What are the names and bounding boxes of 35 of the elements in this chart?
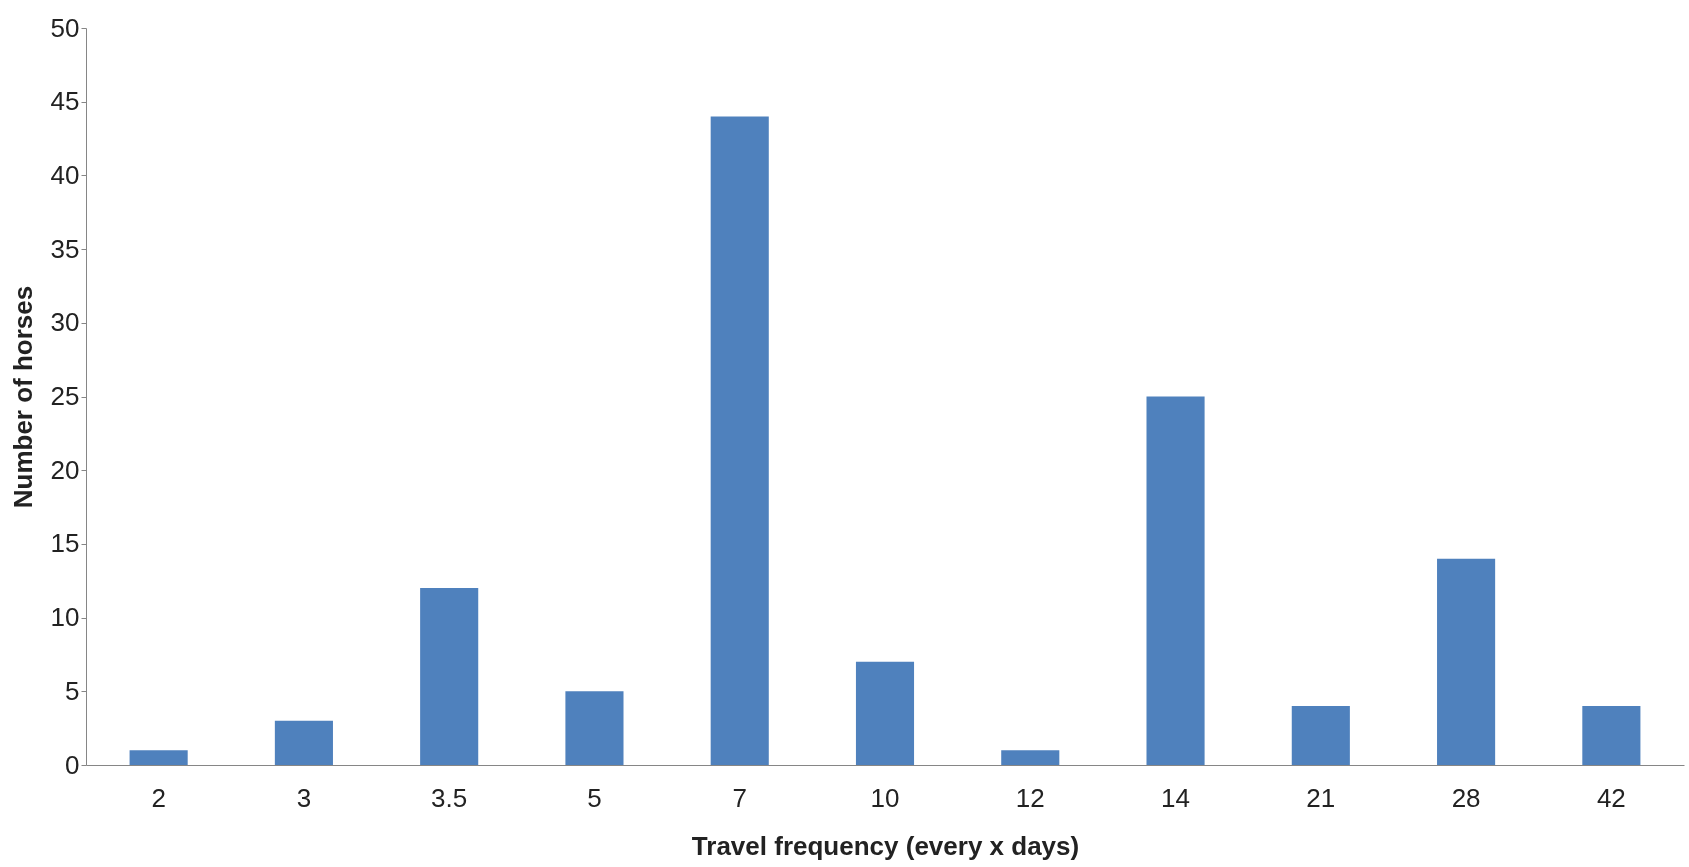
y-tick-label: 35 <box>50 233 80 264</box>
y-tick-label: 10 <box>50 602 80 633</box>
x-tick-label: 10 <box>870 782 900 813</box>
bar <box>129 750 188 765</box>
bar <box>274 720 333 765</box>
y-tick-label: 40 <box>50 159 80 190</box>
y-tick-label: 25 <box>50 381 80 411</box>
y-tick-label: 45 <box>50 86 80 117</box>
x-tick-label: 14 <box>1161 782 1191 813</box>
x-tick-label: 3 <box>296 782 312 813</box>
x-axis-title: Travel frequency (every x days) <box>691 830 1080 861</box>
x-tick-label: 21 <box>1306 782 1336 813</box>
y-tick-label: 50 <box>50 12 80 43</box>
bar <box>1437 558 1496 765</box>
bar <box>1001 750 1060 765</box>
x-tick-label: 28 <box>1451 782 1481 813</box>
y-axis-title: Number of horses <box>7 285 38 509</box>
x-tick-label: 42 <box>1596 782 1626 813</box>
bar <box>1291 706 1350 765</box>
bar <box>420 588 479 765</box>
bar <box>1146 396 1205 765</box>
x-tick-label: 5 <box>587 782 602 813</box>
x-tick-label: 2 <box>151 782 166 813</box>
bar <box>855 661 915 765</box>
x-tick-label: 12 <box>1015 782 1045 813</box>
y-tick-label: 15 <box>50 528 80 559</box>
bar <box>1582 706 1641 765</box>
bar <box>565 691 624 765</box>
x-tick-label: 7 <box>732 782 747 813</box>
bar <box>710 116 769 765</box>
y-tick-label: 30 <box>50 307 80 338</box>
x-tick-label: 3.5 <box>431 782 468 813</box>
y-tick-label: 5 <box>65 675 80 706</box>
y-tick-label: 0 <box>65 749 80 780</box>
y-tick-label: 20 <box>50 454 80 485</box>
